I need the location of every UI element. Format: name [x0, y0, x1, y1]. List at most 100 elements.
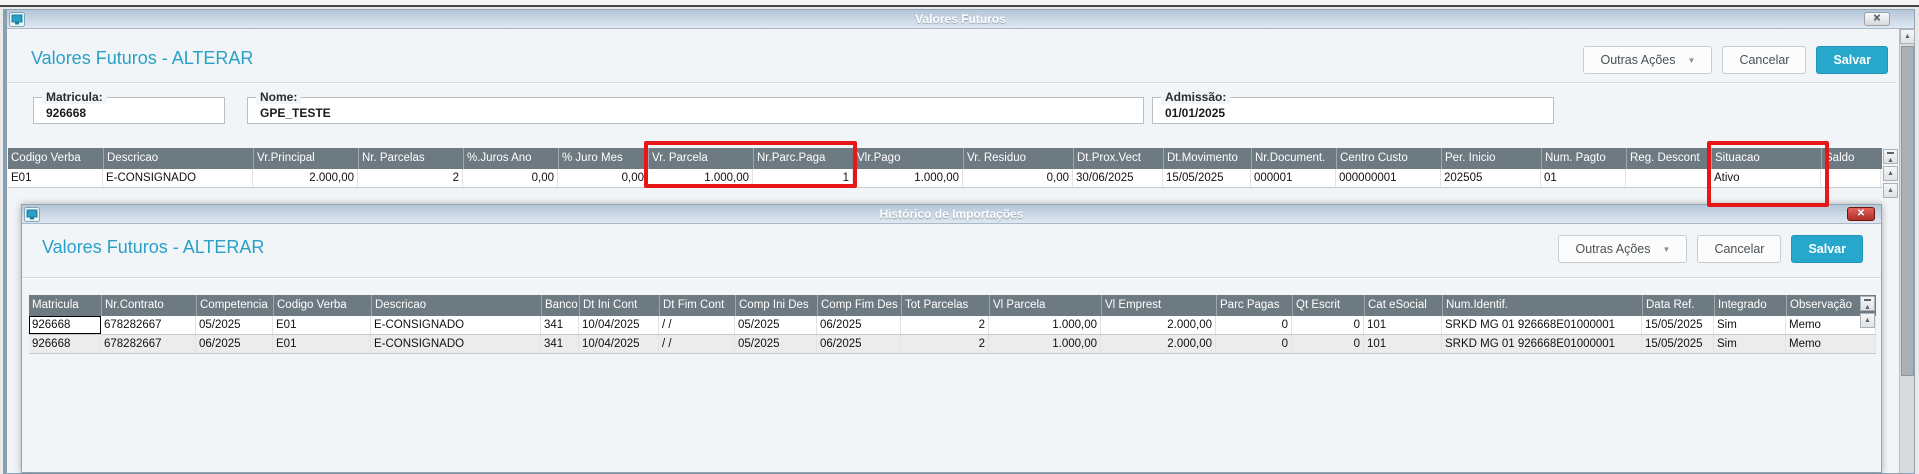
- grid-header-cell: Matricula: [32, 299, 79, 311]
- table-cell[interactable]: 05/2025: [196, 316, 273, 334]
- table-cell[interactable]: 341: [541, 316, 579, 334]
- table-cell[interactable]: Sim: [1714, 316, 1786, 334]
- window2-titlebar[interactable]: Histórico de Importações ✕: [22, 205, 1881, 224]
- table-cell[interactable]: 1.000,00: [989, 316, 1101, 334]
- table-cell[interactable]: SRKD MG 01 926668E01000001: [1442, 335, 1642, 353]
- matricula-input[interactable]: [34, 106, 209, 124]
- table-cell[interactable]: 30/06/2025: [1073, 169, 1163, 187]
- table-cell[interactable]: Memo: [1786, 316, 1876, 334]
- table-cell[interactable]: E01: [273, 335, 371, 353]
- table-cell[interactable]: 341: [541, 335, 579, 353]
- table-row[interactable]: 926668 678282667 05/2025 E01 E-CONSIGNADO 341…: [29, 316, 1876, 335]
- window1-close-icon[interactable]: ✕: [1864, 12, 1890, 26]
- table-cell[interactable]: 1: [753, 169, 853, 187]
- table-cell[interactable]: 1.000,00: [853, 169, 963, 187]
- grid-header-cell: Per. Inicio: [1441, 148, 1541, 169]
- scroll-up-icon[interactable]: ▲: [1900, 29, 1915, 44]
- table-cell[interactable]: 0: [1216, 335, 1292, 353]
- table-cell[interactable]: / /: [659, 335, 735, 353]
- table-cell[interactable]: / /: [659, 316, 735, 334]
- cancel-button[interactable]: Cancelar: [1722, 46, 1807, 74]
- table-cell[interactable]: 926668: [29, 316, 101, 334]
- table-cell[interactable]: 15/05/2025: [1163, 169, 1251, 187]
- save-button[interactable]: Salvar: [1791, 235, 1863, 263]
- scroll-top-icon[interactable]: ▲: [1883, 149, 1898, 164]
- table-cell[interactable]: 10/04/2025: [579, 316, 659, 334]
- table-cell[interactable]: E01: [273, 316, 371, 334]
- table-cell[interactable]: 05/2025: [735, 316, 817, 334]
- table-row[interactable]: E01 E-CONSIGNADO 2.000,00 2 0,00 0,00 1.000,00…: [8, 169, 1882, 188]
- table-cell[interactable]: 0: [1216, 316, 1292, 334]
- table-cell[interactable]: SRKD MG 01 926668E01000001: [1442, 316, 1642, 334]
- table-cell[interactable]: 06/2025: [196, 335, 273, 353]
- table-cell[interactable]: 2: [358, 169, 463, 187]
- table-cell[interactable]: 926668: [29, 335, 101, 353]
- grid1-scrollbar[interactable]: ▲ ▲ ▲: [1883, 149, 1898, 198]
- table-cell[interactable]: 2.000,00: [1101, 335, 1216, 353]
- scroll-up-icon[interactable]: ▲: [1883, 183, 1898, 198]
- table-cell[interactable]: Ativo: [1711, 169, 1821, 187]
- table-cell[interactable]: 101: [1364, 316, 1442, 334]
- scroll-top-icon[interactable]: ▲: [1860, 296, 1875, 311]
- table-cell[interactable]: 0: [1292, 335, 1364, 353]
- other-actions-button[interactable]: Outras Ações ▼: [1558, 235, 1688, 263]
- table-cell[interactable]: E-CONSIGNADO: [103, 169, 253, 187]
- table-cell[interactable]: [1821, 169, 1881, 187]
- table-cell[interactable]: 2.000,00: [253, 169, 358, 187]
- cancel-button[interactable]: Cancelar: [1697, 235, 1782, 263]
- admissao-input[interactable]: [1153, 106, 1521, 124]
- table-cell[interactable]: 000001: [1251, 169, 1336, 187]
- table-cell[interactable]: E-CONSIGNADO: [371, 335, 541, 353]
- table-cell[interactable]: 2: [901, 335, 989, 353]
- table-cell[interactable]: 10/04/2025: [579, 335, 659, 353]
- table-cell[interactable]: 15/05/2025: [1642, 335, 1714, 353]
- grid-header-cell: Cat eSocial: [1364, 295, 1442, 316]
- window1-scrollbar[interactable]: ▲: [1899, 29, 1915, 473]
- grid-header-cell: Saldo: [1821, 148, 1881, 169]
- table-cell[interactable]: E-CONSIGNADO: [371, 316, 541, 334]
- table-cell[interactable]: 101: [1364, 335, 1442, 353]
- table-cell[interactable]: 202505: [1441, 169, 1541, 187]
- table-cell[interactable]: 678282667: [101, 316, 196, 334]
- table-cell[interactable]: 2: [901, 316, 989, 334]
- grid-header-cell: Dt Ini Cont: [579, 295, 659, 316]
- scroll-up-icon[interactable]: ▲: [1883, 166, 1898, 181]
- table-cell[interactable]: 678282667: [101, 335, 196, 353]
- nome-input[interactable]: [248, 106, 1072, 124]
- table-cell[interactable]: 2.000,00: [1101, 316, 1216, 334]
- window1-titlebar[interactable]: Valores Futuros ✕: [7, 10, 1914, 29]
- save-button[interactable]: Salvar: [1816, 46, 1888, 74]
- scrollbar-thumb[interactable]: [1901, 46, 1914, 376]
- table-cell[interactable]: 1.000,00: [648, 169, 753, 187]
- table-cell[interactable]: 0,00: [463, 169, 558, 187]
- grid-header-cell: Vr.Principal: [253, 148, 358, 169]
- table-cell[interactable]: 0: [1292, 316, 1364, 334]
- table-cell[interactable]: 0,00: [558, 169, 648, 187]
- grid-header-cell: Num.Identif.: [1442, 295, 1642, 316]
- table-cell[interactable]: 1.000,00: [989, 335, 1101, 353]
- scroll-up-icon[interactable]: ▲: [1860, 313, 1875, 328]
- nome-label: Nome:: [256, 90, 302, 104]
- table-row[interactable]: 926668 678282667 06/2025 E01 E-CONSIGNADO 341…: [29, 335, 1876, 354]
- table-cell[interactable]: E01: [8, 169, 103, 187]
- window2-close-icon[interactable]: ✕: [1847, 207, 1875, 221]
- table-cell[interactable]: Sim: [1714, 335, 1786, 353]
- other-actions-button[interactable]: Outras Ações ▼: [1583, 46, 1713, 74]
- table-cell[interactable]: 05/2025: [735, 335, 817, 353]
- grid-header-row: Codigo Verba Descricao Vr.Principal Nr. Par…: [8, 148, 1882, 169]
- grid-header-cell: Vr. Parcela: [648, 148, 753, 169]
- grid-header-cell: Integrado: [1714, 295, 1786, 316]
- grid2-scrollbar[interactable]: ▲ ▲: [1860, 296, 1875, 328]
- other-actions-label: Outras Ações: [1600, 53, 1676, 67]
- table-cell[interactable]: 0,00: [963, 169, 1073, 187]
- table-cell[interactable]: 000000001: [1336, 169, 1441, 187]
- grid-header-cell: Dt Fim Cont: [659, 295, 735, 316]
- table-cell[interactable]: 06/2025: [817, 316, 901, 334]
- table-cell[interactable]: Memo: [1786, 335, 1876, 353]
- table-cell[interactable]: [1626, 169, 1711, 187]
- table-cell[interactable]: 15/05/2025: [1642, 316, 1714, 334]
- grid-header-cell: Competencia: [196, 295, 273, 316]
- grid-header-cell: Observação: [1786, 295, 1876, 316]
- table-cell[interactable]: 06/2025: [817, 335, 901, 353]
- table-cell[interactable]: 01: [1541, 169, 1626, 187]
